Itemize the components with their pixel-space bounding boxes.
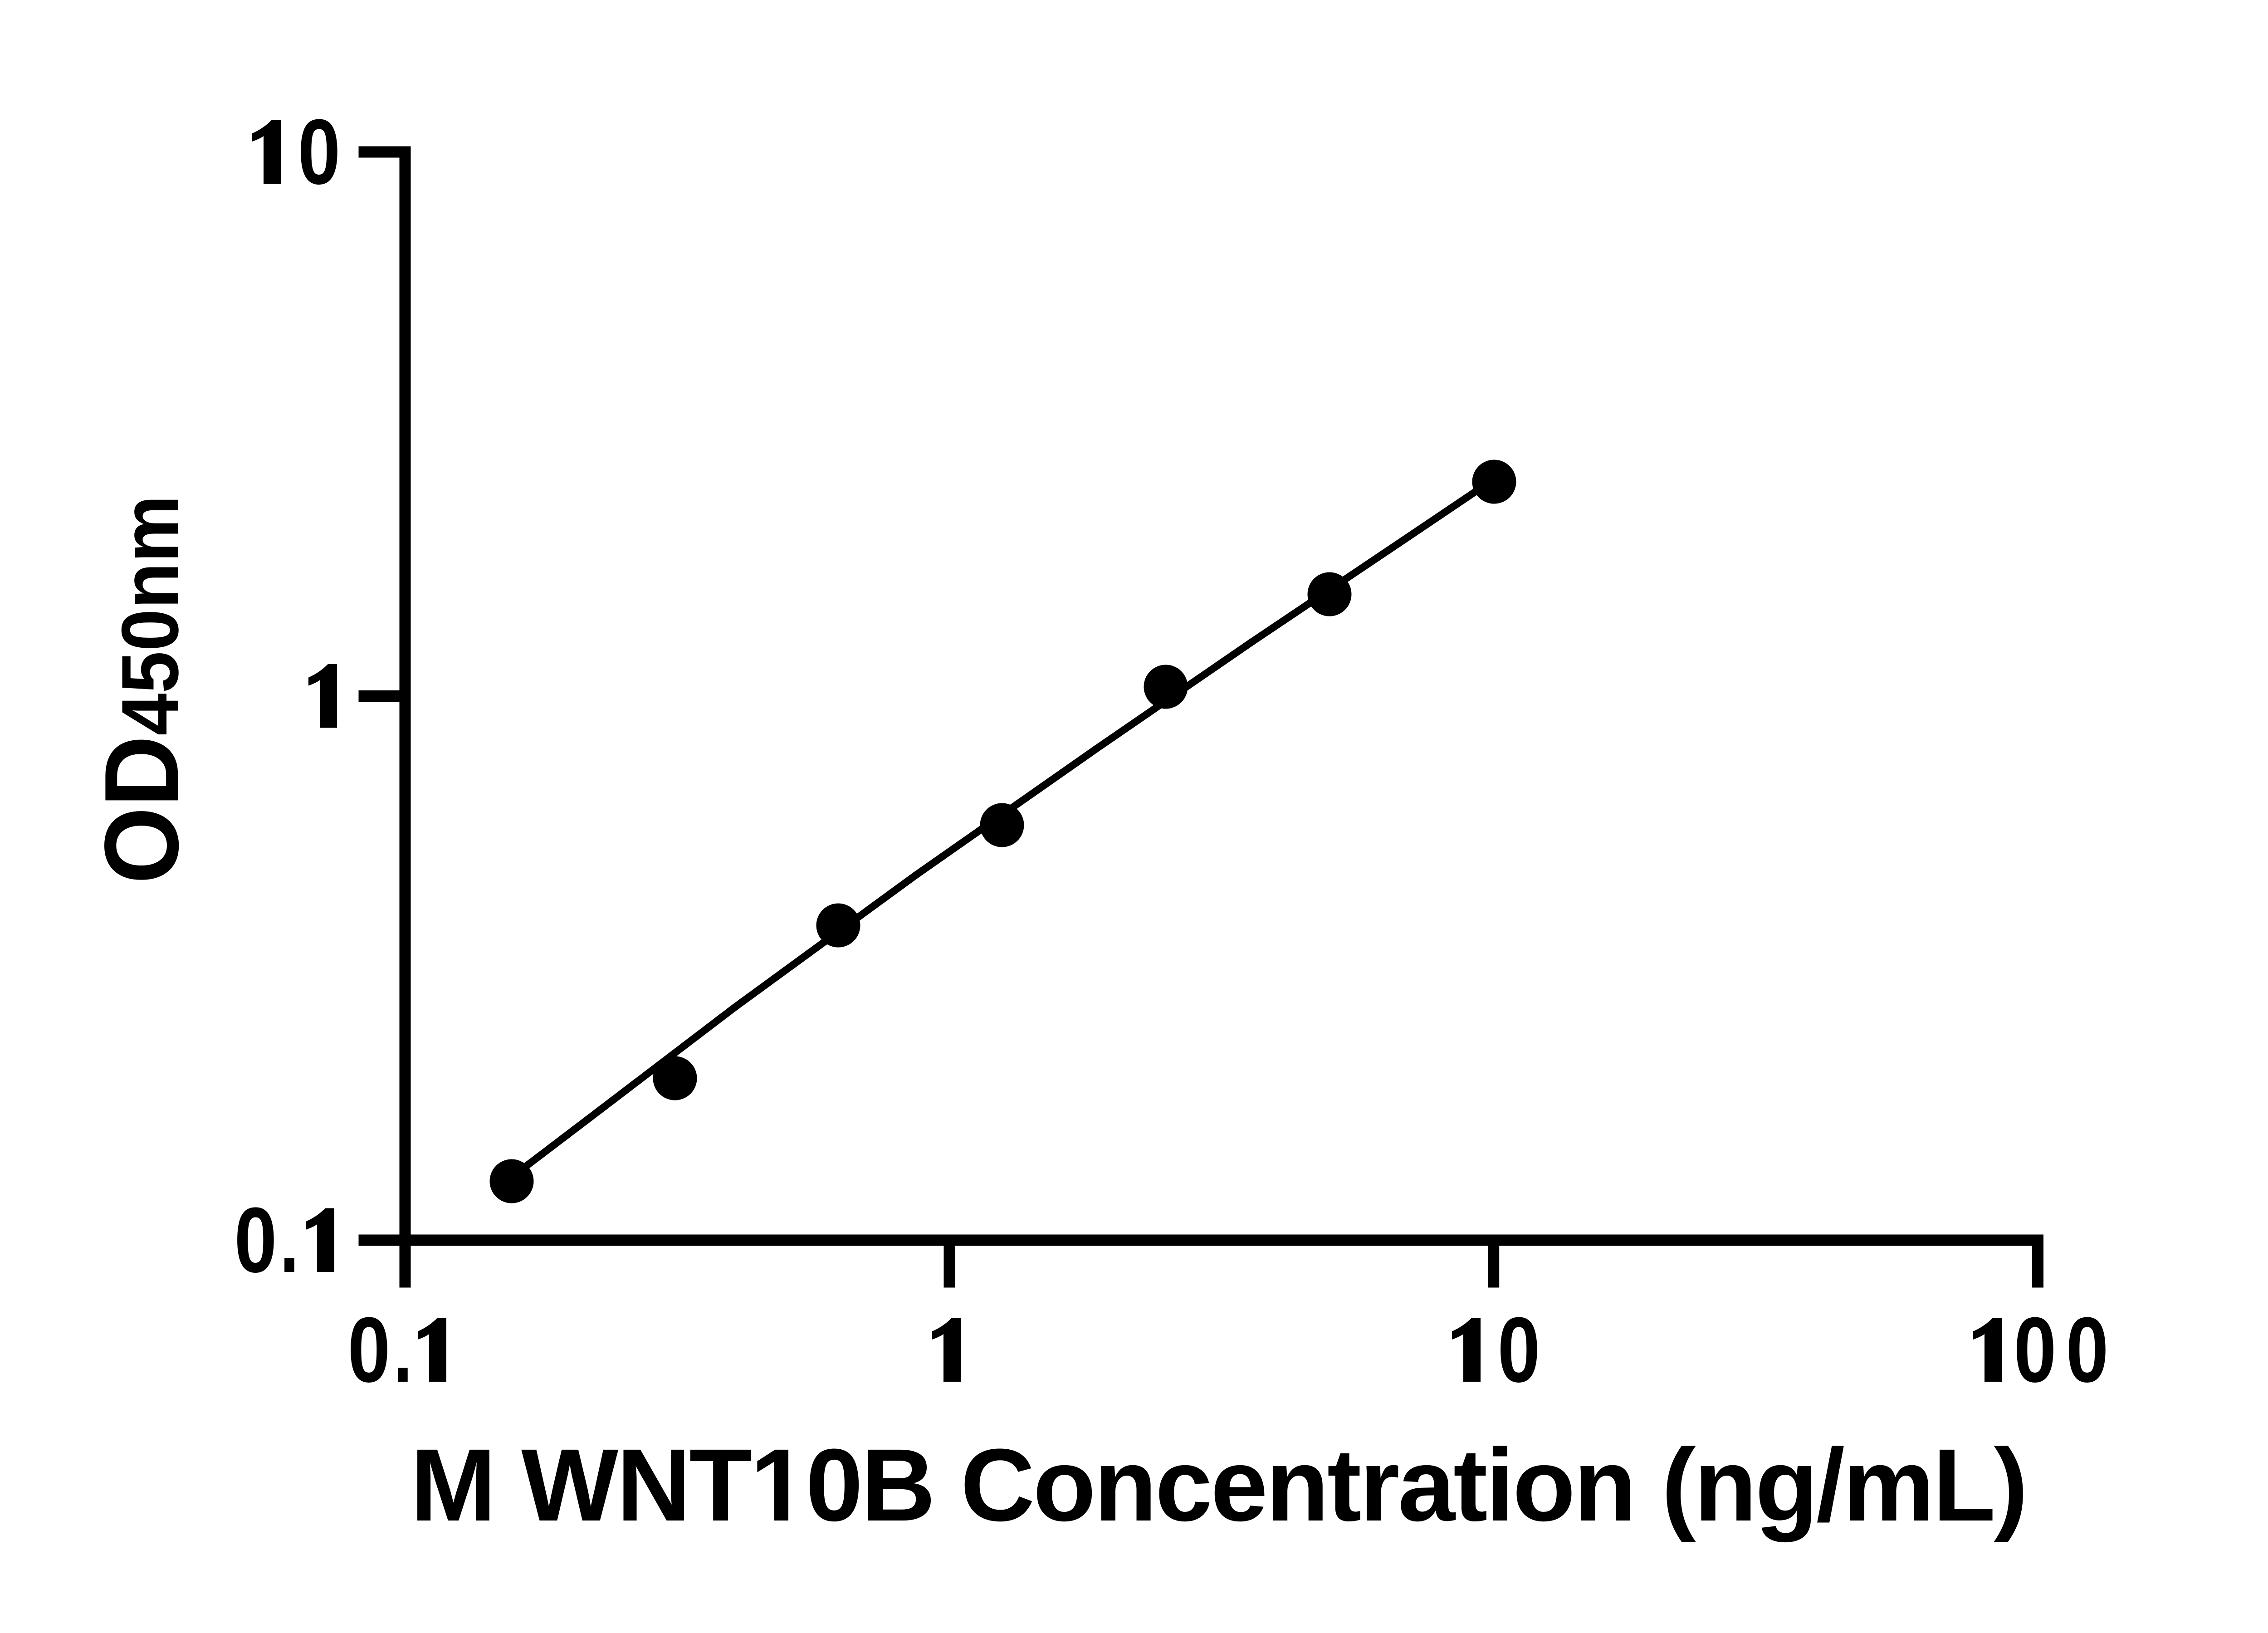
svg-text:0: 0	[1497, 1298, 1540, 1402]
svg-text:0: 0	[2014, 1298, 2056, 1402]
svg-text:0: 0	[234, 1188, 277, 1292]
svg-text:M WNT10B Concentration (ng/mL): M WNT10B Concentration (ng/mL)	[411, 1428, 2026, 1543]
svg-text:0: 0	[298, 100, 340, 204]
svg-text:.: .	[393, 1299, 413, 1402]
svg-text:0: 0	[347, 1298, 390, 1402]
svg-text:OD450nm: OD450nm	[83, 495, 200, 884]
svg-text:0: 0	[2066, 1298, 2108, 1402]
svg-text:.: .	[280, 1189, 299, 1292]
